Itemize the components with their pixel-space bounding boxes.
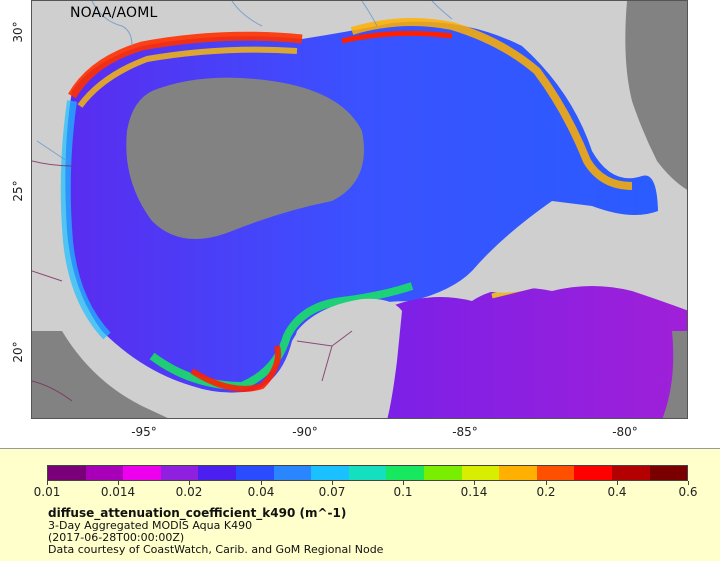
colorbar-segment	[198, 466, 236, 480]
coast-band-north	[68, 31, 303, 99]
yucatan-land	[272, 298, 402, 418]
y-tick-label: 30°	[11, 21, 25, 43]
coast-band-north-inner	[77, 46, 298, 108]
variable-name: diffuse_attenuation_coefficient_k490 (m^…	[48, 506, 347, 520]
colorbar-segment	[85, 466, 124, 480]
coast-band-campeche-hot	[190, 345, 281, 392]
colorbar-segment	[499, 466, 537, 480]
colorbar-tick	[617, 481, 618, 485]
colorbar-tick-label: 0.14	[460, 485, 488, 499]
y-tick-label: 25°	[11, 180, 25, 202]
colorbar-tick	[474, 481, 475, 485]
map-image	[32, 1, 687, 418]
nodata-southeast	[662, 331, 687, 418]
colorbar-tick-label: 0.6	[678, 485, 698, 499]
colorbar-tick-label: 0.4	[607, 485, 627, 499]
colorbar-tick	[332, 481, 333, 485]
colorbar-tick-label: 0.02	[175, 485, 203, 499]
map-frame[interactable]: NOAA/AOML	[31, 0, 688, 419]
colorbar-segment	[611, 466, 650, 480]
x-tick-label: -80°	[612, 425, 638, 439]
caribbean-water	[372, 286, 687, 418]
colorbar-tick-label: 0.014	[100, 485, 136, 499]
colorbar-segment	[649, 466, 688, 480]
colorbar-tick-label: 0.01	[33, 485, 61, 499]
colorbar-tick	[403, 481, 404, 485]
colorbar-segment	[273, 466, 312, 480]
coast-band-florida	[350, 18, 633, 190]
nodata-central	[126, 77, 365, 240]
x-tick-label: -95°	[131, 425, 157, 439]
colorbar	[47, 465, 688, 481]
coast-band-west	[60, 100, 111, 340]
rivers	[36, 1, 453, 162]
colorbar-segment	[348, 466, 387, 480]
colorbar-tick-label: 0.1	[393, 485, 413, 499]
x-tick-label: -90°	[292, 425, 318, 439]
colorbar-segment	[160, 466, 199, 480]
florida-land	[542, 51, 634, 176]
colorbar-tick	[47, 481, 48, 485]
nodata-east	[625, 1, 687, 190]
colorbar-tick-label: 0.2	[536, 485, 556, 499]
colorbar-tick-label: 0.07	[318, 485, 346, 499]
borders	[32, 160, 353, 402]
cuba-land	[472, 256, 657, 293]
colorbar-segment	[48, 466, 86, 480]
attribution-label: NOAA/AOML	[70, 5, 158, 21]
colorbar-tick	[688, 481, 689, 485]
colorbar-segment	[574, 466, 612, 480]
colorbar-segment	[461, 466, 500, 480]
colorbar-segment	[423, 466, 462, 480]
legend-panel: 0.01 0.014 0.02 0.04 0.07 0.1 0.14 0.2 0.4 0.6 di…	[0, 448, 720, 561]
colorbar-tick	[261, 481, 262, 485]
colorbar-segment	[536, 466, 575, 480]
colorbar-segment	[123, 466, 161, 480]
x-tick-label: -85°	[452, 425, 478, 439]
product-name: 3-Day Aggregated MODIS Aqua K490	[48, 519, 253, 532]
map-area: NOAA/AOML -95° -90° -85° -80° 30° 25° 20…	[11, 0, 688, 439]
colorbar-tick	[189, 481, 190, 485]
credit-label: Data courtesy of CoastWatch, Carib. and …	[48, 543, 384, 556]
colorbar-segment	[235, 466, 274, 480]
colorbar-tick	[118, 481, 119, 485]
date-label: (2017-06-28T00:00:00Z)	[48, 531, 185, 544]
colorbar-tick-label: 0.04	[247, 485, 275, 499]
colorbar-tick	[546, 481, 547, 485]
colorbar-segment	[311, 466, 349, 480]
coast-band-florida-outer	[341, 30, 453, 44]
y-tick-label: 20°	[11, 341, 25, 363]
colorbar-segment	[386, 466, 424, 480]
